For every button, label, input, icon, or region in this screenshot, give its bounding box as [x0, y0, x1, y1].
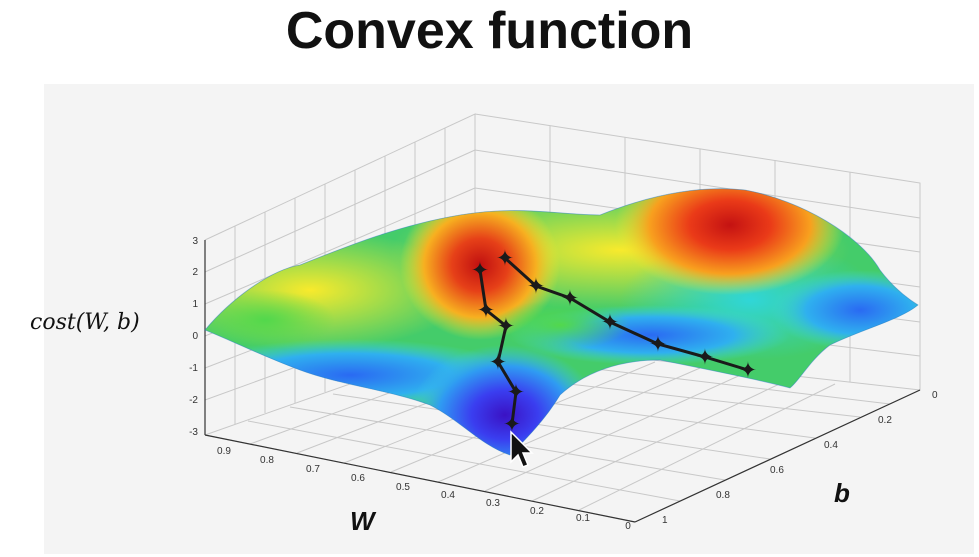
surface-outline	[204, 188, 919, 456]
path-marker: ✦	[601, 310, 619, 335]
axis-lines	[204, 240, 921, 523]
path-marker: ✦	[561, 286, 579, 311]
w-tick-label: 0.2	[530, 506, 544, 517]
path-marker: ✦	[739, 358, 757, 383]
w-tick-label: 0	[625, 521, 631, 532]
descent-path-right: ✦ ✦ ✦ ✦ ✦ ✦ ✦	[496, 246, 757, 383]
w-tick-label: 0.3	[486, 498, 500, 509]
path-marker: ✦	[489, 350, 507, 375]
b-tick-label: 0.8	[716, 490, 730, 501]
path-marker: ✦	[497, 314, 515, 339]
w-tick-label: 0.4	[441, 490, 455, 501]
w-tick-label: 0.1	[576, 513, 590, 524]
path-marker: ✦	[507, 380, 525, 405]
b-tick-label: 1	[662, 515, 668, 526]
w-tick-label: 0.7	[306, 464, 320, 475]
w-tick-label: 0.9	[217, 446, 231, 457]
b-tick-label: 0.2	[878, 415, 892, 426]
z-tick-label: -2	[189, 395, 198, 406]
path-marker: ✦	[696, 345, 714, 370]
path-marker: ✦	[477, 298, 495, 323]
z-axis-label: cost(W, b)	[30, 310, 140, 335]
mouse-cursor-icon	[510, 430, 534, 468]
z-tick-label: 1	[192, 299, 198, 310]
b-tick-label: 0	[932, 390, 938, 401]
z-axis-ticks: 3 2 1 0 -1 -2 -3	[189, 236, 198, 438]
w-axis-label: W	[350, 506, 375, 536]
b-tick-label: 0.6	[770, 465, 784, 476]
slide-title: Convex function	[285, 2, 694, 60]
w-axis-ticks: 0.9 0.8 0.7 0.6 0.5 0.4 0.3 0.2 0.1 0	[217, 446, 631, 532]
descent-path-left: ✦ ✦ ✦ ✦ ✦ ✦	[471, 258, 525, 437]
w-tick-label: 0.8	[260, 455, 274, 466]
b-axis-ticks: 0 0.2 0.4 0.6 0.8 1	[662, 390, 938, 526]
w-tick-label: 0.6	[351, 473, 365, 484]
b-axis-label: b	[834, 478, 850, 508]
w-tick-label: 0.5	[396, 482, 410, 493]
z-tick-label: 3	[192, 236, 198, 247]
path-marker: ✦	[471, 258, 489, 283]
path-marker: ✦	[496, 246, 514, 271]
path-marker: ✦	[503, 412, 521, 437]
z-tick-label: 2	[192, 267, 198, 278]
path-marker: ✦	[649, 332, 667, 357]
z-tick-label: -3	[189, 427, 198, 438]
b-tick-label: 0.4	[824, 440, 838, 451]
z-tick-label: 0	[192, 331, 198, 342]
path-marker: ✦	[527, 274, 545, 299]
z-tick-label: -1	[189, 363, 198, 374]
